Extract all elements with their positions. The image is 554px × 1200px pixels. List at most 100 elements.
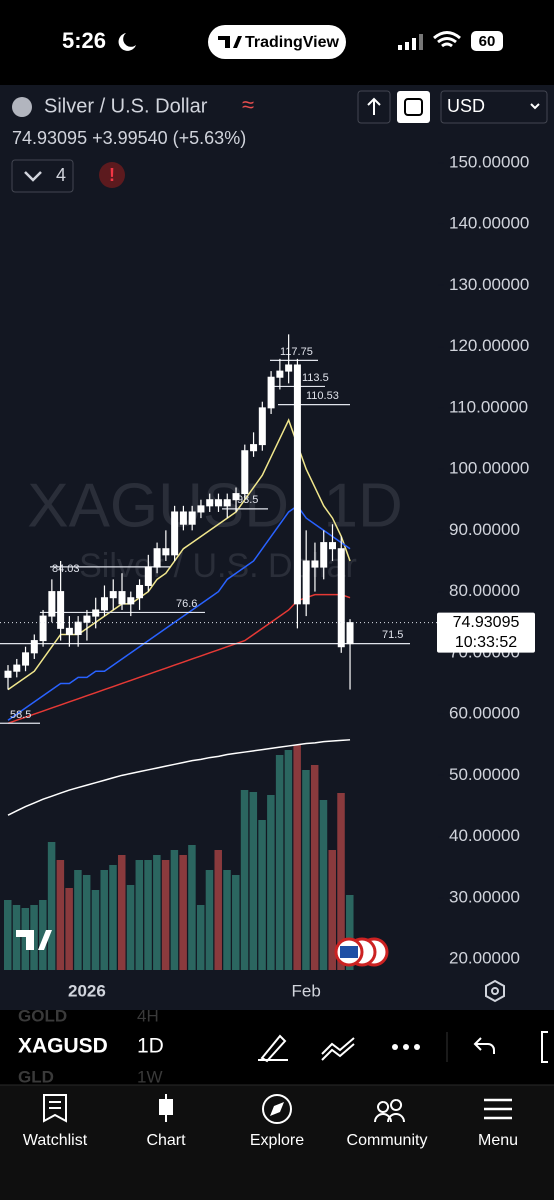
settings-dot bbox=[491, 987, 499, 995]
select-chevron bbox=[530, 103, 540, 110]
symbol[interactable]: XAGUSD bbox=[18, 1035, 108, 1058]
candle-body bbox=[136, 584, 144, 599]
tv-logo bbox=[218, 36, 242, 48]
candle-body bbox=[337, 548, 345, 648]
level-label: 58.5 bbox=[10, 709, 31, 721]
more-icon[interactable] bbox=[392, 1044, 420, 1050]
volume-bar bbox=[328, 850, 336, 970]
candle-body bbox=[258, 407, 266, 446]
y-tick-label: 120.00000 bbox=[449, 336, 529, 355]
volume-bar bbox=[170, 850, 179, 970]
volume-bar bbox=[188, 845, 196, 970]
level-label: 117.75 bbox=[280, 346, 313, 358]
prev-interval: 4H bbox=[137, 1006, 159, 1025]
candle-body bbox=[83, 615, 91, 623]
candle-body bbox=[74, 621, 82, 635]
chart-icon bbox=[159, 1094, 173, 1122]
volume-bar bbox=[4, 900, 12, 970]
x-tick-label: 2026 bbox=[68, 981, 106, 1000]
volume-bar bbox=[56, 860, 65, 970]
tab-label[interactable]: Menu bbox=[478, 1132, 518, 1149]
watermark-sub: Silver / U.S. Dollar bbox=[79, 547, 357, 585]
candle-body bbox=[214, 499, 222, 507]
volume-bar bbox=[267, 795, 275, 970]
explore-icon bbox=[262, 1094, 292, 1124]
warning-mark: ! bbox=[109, 165, 115, 185]
candle-body bbox=[241, 450, 249, 495]
volume-bar bbox=[74, 870, 82, 970]
volume-bar bbox=[346, 895, 354, 970]
y-tick-label: 20.00000 bbox=[449, 949, 520, 968]
compare-button[interactable] bbox=[397, 91, 430, 123]
volume-bar bbox=[21, 908, 30, 970]
y-tick-label: 110.00000 bbox=[449, 397, 528, 416]
level-label: 76.6 bbox=[176, 598, 197, 610]
wifi bbox=[433, 31, 461, 48]
tab-label[interactable]: Chart bbox=[146, 1132, 186, 1149]
candle-body bbox=[293, 364, 301, 605]
candle-body bbox=[48, 591, 56, 617]
app-name: TradingView bbox=[245, 34, 340, 51]
toolbar bbox=[0, 1010, 554, 1085]
candle-body bbox=[118, 591, 126, 605]
redo-icon[interactable] bbox=[541, 1031, 548, 1063]
volume-bar bbox=[310, 765, 319, 970]
exchange-icon: ≈ bbox=[242, 92, 254, 117]
volume-bar bbox=[319, 800, 328, 970]
indicators-button[interactable] bbox=[11, 159, 74, 193]
moving-average bbox=[7, 504, 351, 721]
interval[interactable]: 1D bbox=[137, 1035, 164, 1058]
candle-body bbox=[206, 499, 214, 507]
draw-icon[interactable] bbox=[258, 1034, 288, 1063]
candle-body bbox=[57, 591, 65, 629]
countdown: 10:33:52 bbox=[455, 634, 517, 651]
candle-body bbox=[188, 511, 196, 525]
event-flags bbox=[334, 937, 389, 967]
candle-body bbox=[276, 370, 284, 378]
settings-icon[interactable] bbox=[485, 979, 505, 1003]
candle-body bbox=[267, 376, 275, 409]
volume-bar bbox=[223, 870, 231, 970]
volume-bar bbox=[118, 855, 126, 970]
tabs: Watchlist Chart Explore Community Menu bbox=[23, 1132, 518, 1149]
candle-body bbox=[127, 597, 135, 605]
tab-label[interactable]: Watchlist bbox=[23, 1132, 88, 1149]
currency-select[interactable] bbox=[440, 90, 548, 124]
candle-body bbox=[109, 591, 117, 599]
moving-average bbox=[7, 418, 351, 691]
symbol-name[interactable]: Silver / U.S. Dollar bbox=[44, 95, 208, 117]
last-price-label: 74.93095 bbox=[453, 614, 520, 631]
x-tick-label: Feb bbox=[292, 981, 321, 1000]
y-tick-label: 100.00000 bbox=[449, 459, 529, 478]
level-label: 110.53 bbox=[306, 390, 339, 402]
focus-icon bbox=[118, 33, 136, 51]
candle-body bbox=[223, 499, 231, 507]
candle-body bbox=[65, 627, 73, 635]
volume-bar bbox=[161, 860, 170, 970]
volume-bar bbox=[196, 905, 205, 970]
candle-body bbox=[285, 364, 293, 372]
tab-label[interactable]: Explore bbox=[250, 1132, 304, 1149]
moving-average bbox=[7, 739, 351, 816]
volume-bar bbox=[240, 790, 249, 970]
warning-icon[interactable] bbox=[99, 162, 125, 188]
volume-bar bbox=[12, 905, 21, 970]
candle-body bbox=[100, 597, 108, 611]
volume-bar bbox=[179, 855, 187, 970]
volume-bar bbox=[293, 745, 301, 970]
y-tick-label: 50.00000 bbox=[449, 765, 520, 784]
volume-bar bbox=[232, 875, 240, 970]
explore-needle bbox=[270, 1102, 284, 1116]
next-interval: 1W bbox=[137, 1067, 163, 1086]
level-label: 93.5 bbox=[237, 494, 258, 506]
volume-bar bbox=[275, 755, 284, 970]
undo-icon[interactable] bbox=[473, 1037, 495, 1054]
volume-bar bbox=[47, 842, 56, 970]
candle-body bbox=[232, 493, 240, 501]
y-tick-label: 30.00000 bbox=[449, 887, 520, 906]
volume-bar bbox=[144, 860, 152, 970]
candle-body bbox=[302, 560, 310, 605]
tab-label[interactable]: Community bbox=[347, 1132, 428, 1149]
indicator-icon[interactable] bbox=[321, 1037, 355, 1061]
